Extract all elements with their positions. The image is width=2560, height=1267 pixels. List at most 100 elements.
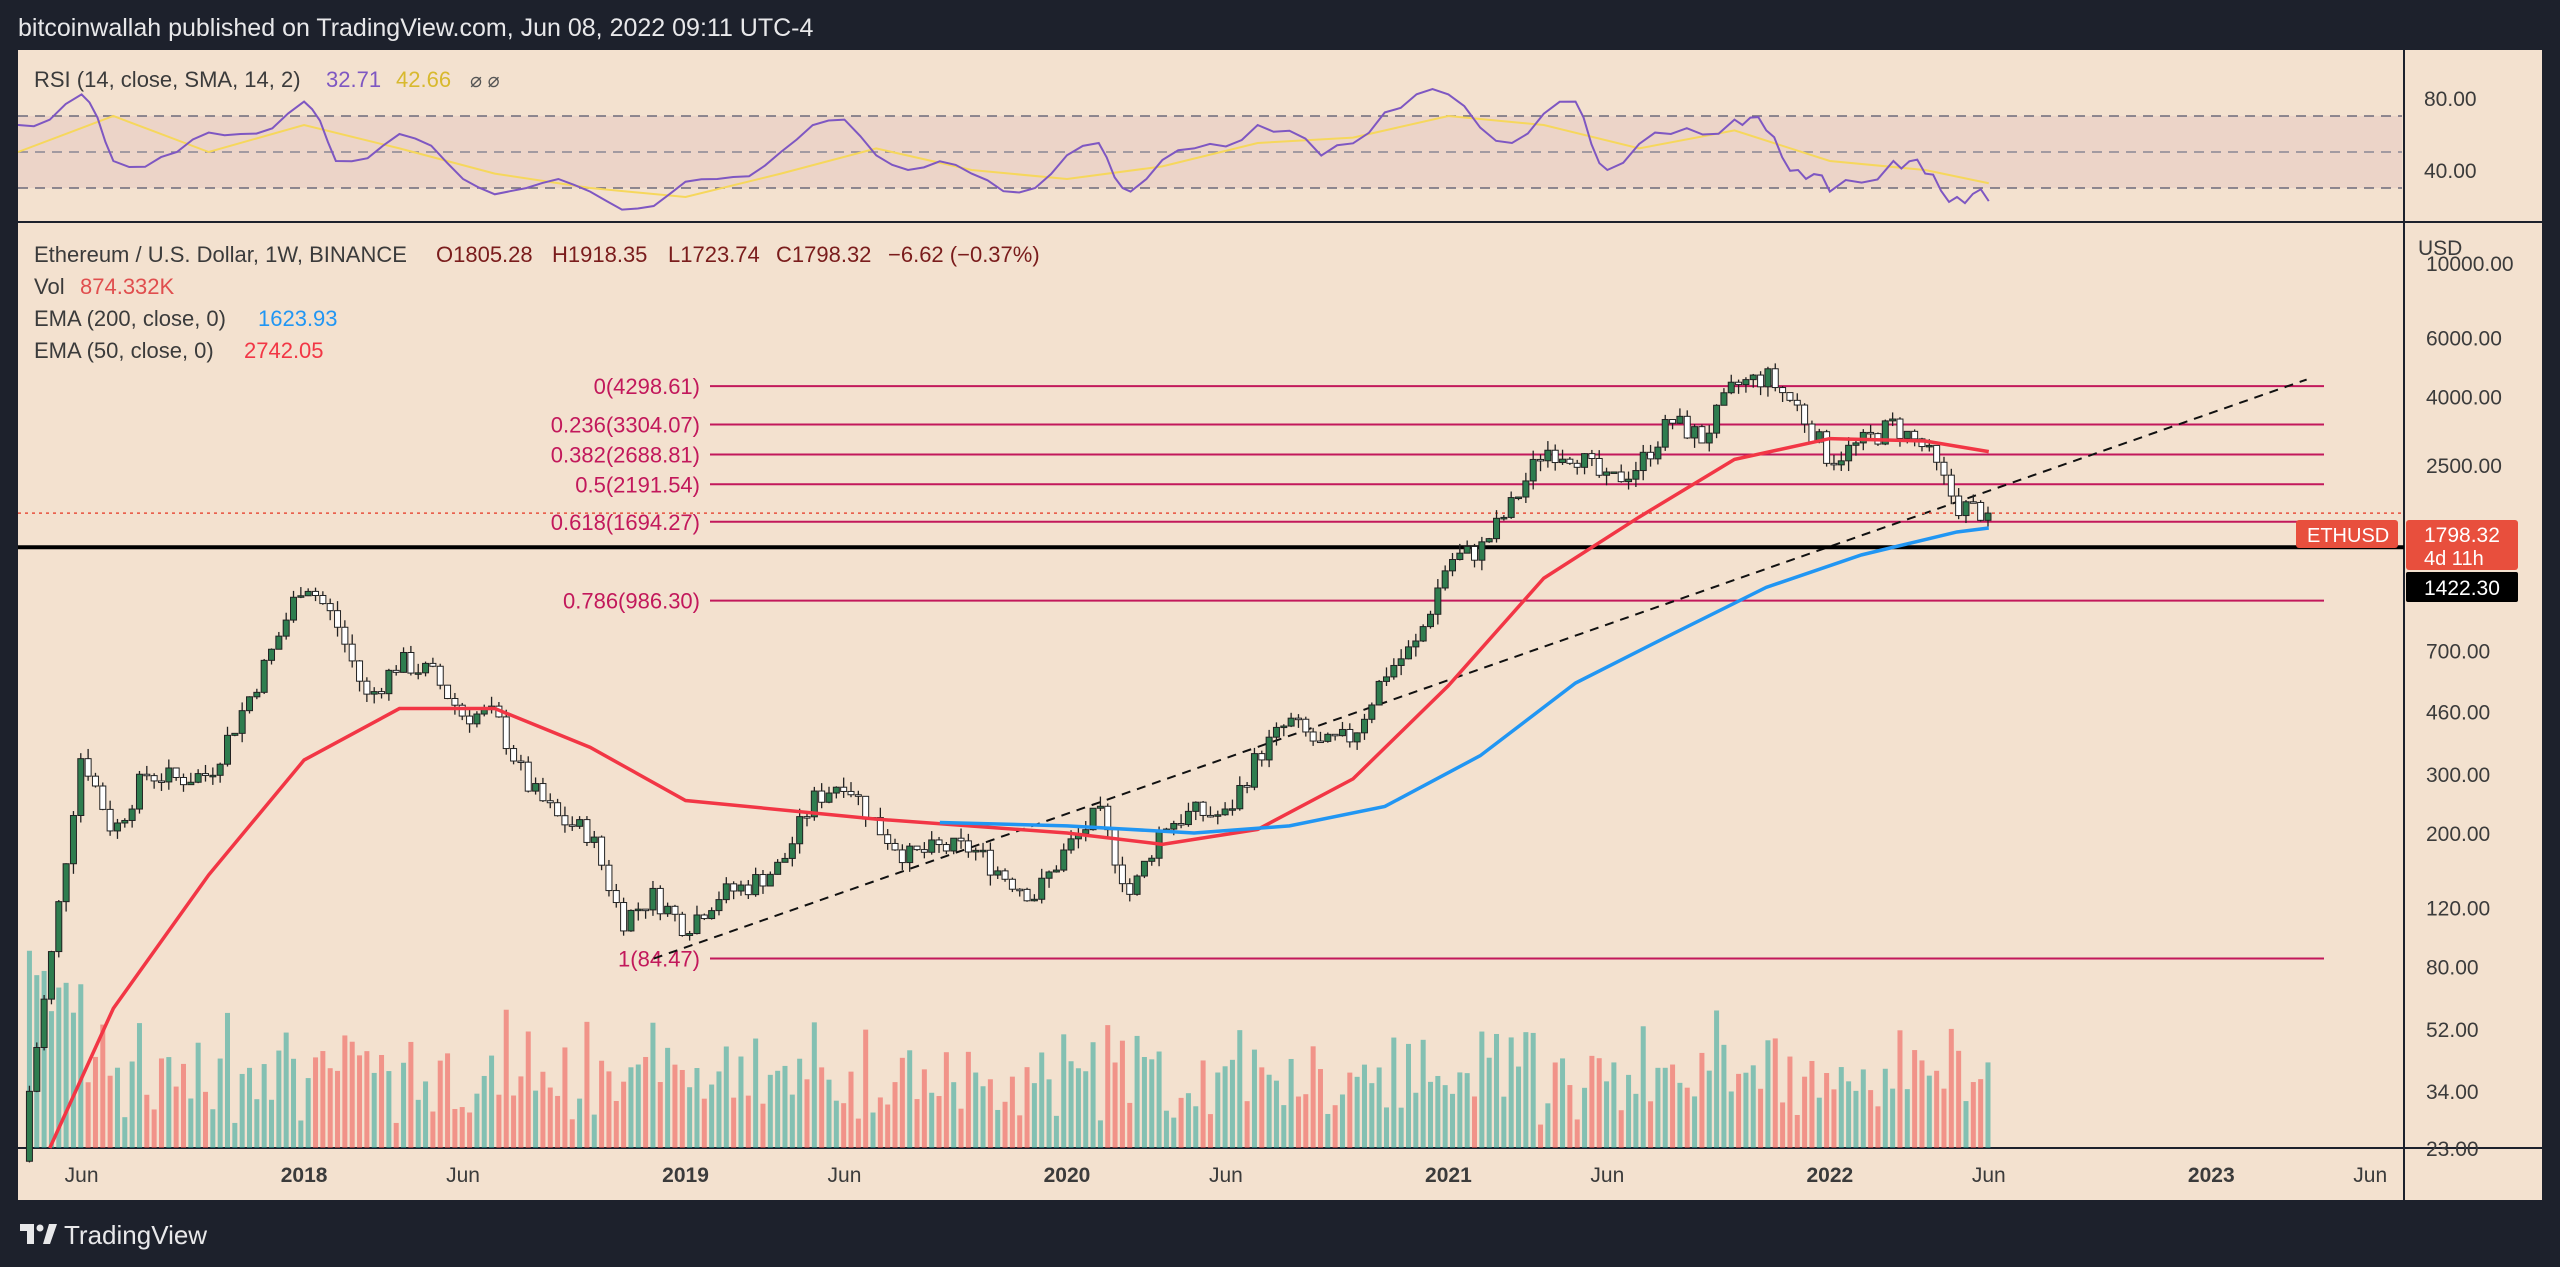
candle-down (143, 773, 151, 777)
volume-bar (1640, 1026, 1646, 1148)
volume-bar (599, 1060, 605, 1148)
volume-bar (929, 1092, 935, 1148)
volume-bar (1765, 1040, 1771, 1148)
candle-down (1947, 474, 1955, 497)
level-price-tag: 1422.30 (2406, 572, 2518, 602)
legend-low: L1723.74 (668, 242, 760, 267)
volume-bar (437, 1060, 443, 1148)
chart-canvas[interactable]: RSI (14, close, SMA, 14, 2) 32.71 42.66 … (0, 50, 2560, 1200)
candle-up (1045, 871, 1053, 879)
candle-down (891, 842, 899, 851)
candle-up (128, 808, 136, 821)
rsi-legend-sma-value: 42.66 (396, 67, 451, 92)
candle-down (598, 836, 606, 866)
price-axis[interactable]: 80.00 40.00 USD 10000.00 6000.00 4000.00 25… (2418, 88, 2514, 1161)
volume-bar (474, 1093, 480, 1148)
candle-down (1573, 462, 1581, 468)
footer-brand[interactable]: TradingView (64, 1220, 208, 1250)
volume-bar (848, 1071, 854, 1148)
volume-bar (965, 1051, 971, 1148)
volume-bar (907, 1050, 913, 1148)
volume-bar (1684, 1087, 1690, 1148)
candle-down (1669, 419, 1677, 424)
volume-bar (1956, 1050, 1962, 1148)
volume-bar (1141, 1057, 1147, 1148)
price-tick-label: 200.00 (2426, 823, 2490, 846)
volume-bar (1266, 1074, 1272, 1148)
volume-bar (503, 1009, 509, 1148)
candle-down (1830, 462, 1838, 466)
volume-bar (1868, 1090, 1874, 1148)
volume-bar (283, 1032, 289, 1148)
volume-bar (1068, 1061, 1074, 1148)
candle-down (524, 761, 532, 792)
candle-up (906, 845, 914, 864)
volume-bar (547, 1087, 553, 1148)
volume-bar (1332, 1105, 1338, 1148)
volume-bar (114, 1067, 120, 1148)
candle-down (1309, 731, 1317, 742)
candle-down (862, 795, 870, 820)
volume-bar (335, 1070, 341, 1148)
candle-down (1551, 449, 1559, 464)
candle-up (25, 1090, 33, 1162)
candle-up (1390, 664, 1398, 678)
volume-bar (56, 987, 62, 1148)
candle-up (1493, 517, 1501, 540)
volume-bar (63, 982, 69, 1148)
candle-up (1038, 877, 1046, 900)
candle-down (1779, 387, 1787, 394)
volume-bar (1039, 1052, 1045, 1148)
volume-bar (841, 1103, 847, 1148)
volume-bar (1317, 1069, 1323, 1148)
time-tick-label: Jun (1972, 1164, 2006, 1187)
volume-bar (41, 970, 47, 1148)
candle-up (194, 773, 202, 783)
time-tick-label: Jun (828, 1164, 862, 1187)
candle-down (201, 773, 209, 776)
candle-up (246, 696, 254, 712)
candle-down (458, 704, 466, 717)
candle-down (759, 874, 767, 887)
candle-down (179, 776, 187, 786)
time-axis[interactable]: Jun 2018 Jun 2019 Jun 2020 Jun 2021 Jun 2022 Jun 20… (65, 1164, 2387, 1187)
volume-bar (1413, 1092, 1419, 1148)
volume-bar (936, 1096, 942, 1148)
candle-down (1771, 368, 1779, 389)
volume-bar (1354, 1076, 1360, 1148)
volume-bar (1985, 1062, 1991, 1148)
candle-up (796, 816, 804, 845)
volume-bar (1897, 1030, 1903, 1148)
volume-bar (166, 1057, 172, 1148)
volume-bar (533, 1090, 539, 1148)
candle-up (1265, 736, 1273, 761)
candle-down (466, 715, 474, 725)
candle-down (1316, 740, 1324, 744)
trendline[interactable] (653, 378, 2307, 960)
candle-up (260, 659, 268, 693)
volume-bar (210, 1109, 216, 1148)
candle-up (1837, 460, 1845, 466)
candle-down (1808, 423, 1816, 443)
volume-bar (327, 1068, 333, 1148)
candle-down (1302, 718, 1310, 733)
candle-up (238, 710, 246, 734)
fib-label: 0.5(2191.54) (575, 472, 700, 497)
candle-up (1845, 444, 1853, 462)
volume-bar (1853, 1090, 1859, 1148)
volume-bar (467, 1112, 473, 1148)
volume-bar (973, 1072, 979, 1148)
candle-down (436, 665, 444, 686)
candle-up (1382, 676, 1390, 682)
time-tick-label: Jun (1590, 1164, 1624, 1187)
volume-bar (1494, 1033, 1500, 1148)
candle-up (370, 691, 378, 695)
candle-up (1522, 480, 1530, 498)
candle-down (1471, 545, 1479, 561)
volume-bar (665, 1047, 671, 1148)
volume-bar (1736, 1073, 1742, 1148)
volume-bar (995, 1109, 1001, 1148)
volume-bar (1706, 1070, 1712, 1148)
tradingview-logo-icon[interactable] (18, 1220, 58, 1248)
volume-bar (797, 1058, 803, 1148)
